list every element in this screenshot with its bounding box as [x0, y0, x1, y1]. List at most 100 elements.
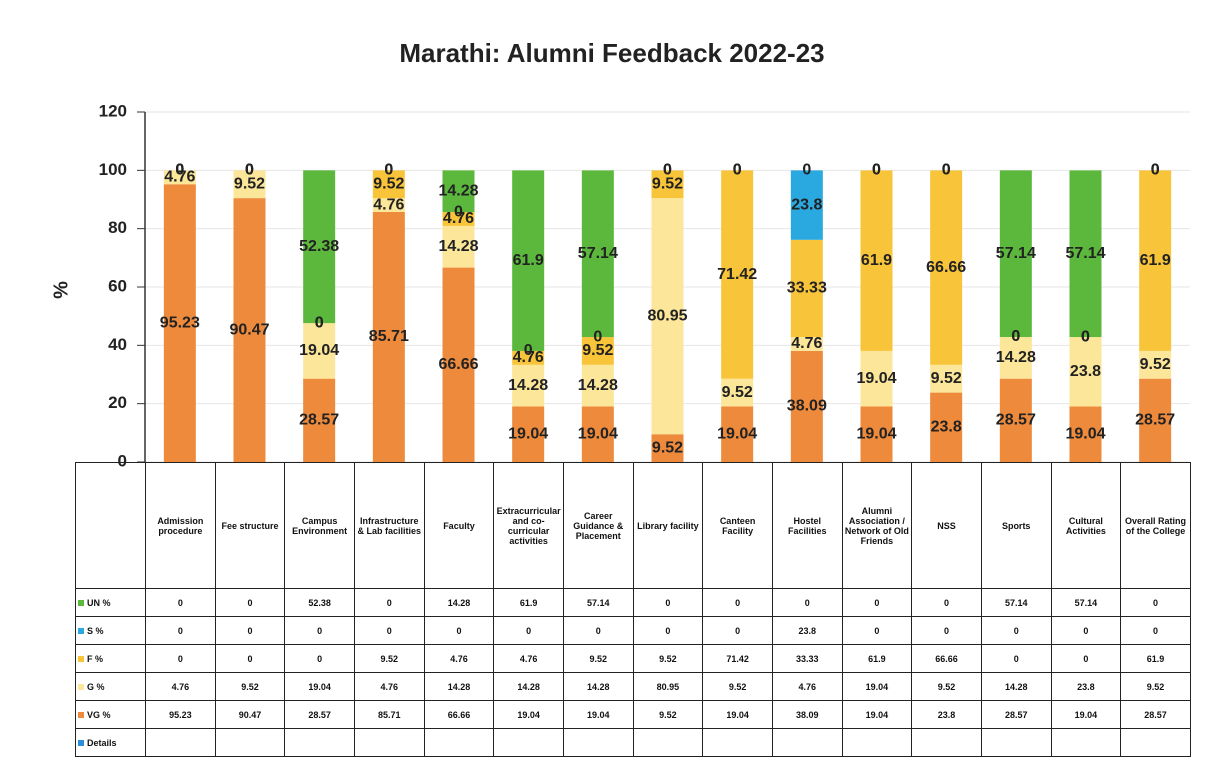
- table-cell: 4.76: [771, 672, 843, 701]
- table-cell: 28.57: [284, 700, 355, 729]
- bar-segment: [930, 392, 963, 462]
- table-cell: 9.52: [562, 644, 634, 673]
- table-cell: [284, 728, 355, 757]
- table-series-header: VG %: [75, 700, 146, 729]
- data-label: 33.33: [787, 280, 827, 297]
- legend-label: VG %: [87, 709, 111, 720]
- table-cell: 0: [284, 644, 355, 673]
- data-label: 0: [733, 162, 742, 179]
- data-label: 19.04: [856, 370, 896, 387]
- bar-segment: [581, 364, 614, 407]
- table-cell: 61.9: [1120, 644, 1191, 673]
- y-tick-label: 40: [108, 335, 127, 354]
- table-cell: 80.95: [632, 672, 704, 701]
- data-label: 28.57: [996, 412, 1036, 429]
- data-label: 0: [1011, 328, 1020, 345]
- data-label: 14.28: [578, 377, 618, 394]
- table-cell: [911, 728, 982, 757]
- table-cell: 19.04: [841, 672, 913, 701]
- data-label: 0: [1081, 328, 1090, 345]
- table-cell: 0: [145, 588, 216, 617]
- data-label: 14.28: [508, 377, 548, 394]
- legend-swatch: [78, 683, 84, 690]
- legend-swatch: [78, 599, 84, 606]
- table-cell: 0: [702, 616, 773, 645]
- table-cell: [980, 728, 1052, 757]
- data-label: 0: [942, 162, 951, 179]
- bar-segment: [651, 198, 684, 435]
- table-cell: 0: [353, 616, 425, 645]
- data-label: 0: [1151, 162, 1160, 179]
- table-cell: 0: [284, 616, 355, 645]
- table-category: Library facility: [632, 462, 704, 589]
- data-label: 4.76: [791, 335, 822, 352]
- table-cell: 57.14: [1050, 588, 1122, 617]
- data-label: 23.8: [1070, 363, 1101, 380]
- data-label: 9.52: [373, 175, 404, 192]
- data-label: 4.76: [373, 196, 404, 213]
- legend-swatch: [78, 627, 84, 634]
- table-category: Alumni Association / Network of Old Frie…: [841, 462, 913, 589]
- data-label: 19.04: [299, 342, 339, 359]
- y-tick-label: 120: [99, 101, 127, 120]
- data-label: 0: [245, 162, 254, 179]
- table-cell: 23.8: [911, 700, 982, 729]
- bar-segment: [163, 170, 196, 185]
- data-label: 4.76: [164, 169, 195, 186]
- bar-segment: [860, 350, 893, 407]
- data-label: 0: [663, 162, 672, 179]
- table-row: UN % 0 0 52.38 0 14.28 61.9 57.14 0 0 0 0 0 57.14 57.1…: [75, 588, 1191, 617]
- table-cell: 0: [1050, 616, 1122, 645]
- bar-segment: [303, 323, 336, 379]
- table-cell: 19.04: [1050, 700, 1122, 729]
- table-cell: 66.66: [911, 644, 982, 673]
- table-cell: 9.52: [911, 672, 982, 701]
- table-category: Fee structure: [214, 462, 286, 589]
- table-category: Infrastructure & Lab facilities: [353, 462, 425, 589]
- table-row: VG % 95.23 90.47 28.57 85.71 66.66 19.04 19.04 9…: [75, 700, 1191, 729]
- table-cell: 0: [145, 644, 216, 673]
- data-label: 14.28: [438, 238, 478, 255]
- bar-segment: [790, 170, 823, 240]
- table-cell: 9.52: [632, 644, 704, 673]
- data-label: 0: [663, 162, 672, 179]
- data-label: 19.04: [717, 425, 757, 442]
- data-label: 52.38: [299, 238, 339, 255]
- data-label: 57.14: [578, 245, 618, 262]
- bar-segment: [1139, 170, 1172, 351]
- data-label: 0: [524, 342, 533, 359]
- table-cell: 57.14: [562, 588, 634, 617]
- table-row: G % 4.76 9.52 19.04 4.76 14.28 14.28 14.28 80.95…: [75, 672, 1191, 701]
- table-category: Canteen Facility: [702, 462, 773, 589]
- bar-segment: [930, 364, 963, 393]
- bar-segment: [233, 198, 266, 463]
- bar-segment: [721, 406, 754, 462]
- bar-segment: [999, 378, 1032, 462]
- table-cell: 33.33: [771, 644, 843, 673]
- table-cell: [562, 728, 634, 757]
- data-label: 80.95: [647, 307, 687, 324]
- data-label: 28.57: [1135, 412, 1175, 429]
- y-tick-label: 20: [108, 393, 127, 412]
- bar-segment: [1139, 350, 1172, 379]
- table-series-header: S %: [75, 616, 146, 645]
- table-cell: 28.57: [980, 700, 1052, 729]
- table-cell: 0: [562, 616, 634, 645]
- table-row: F % 0 0 0 9.52 4.76 4.76 9.52 9.52 71.42 33.33 61.9…: [75, 644, 1191, 673]
- table-category: NSS: [911, 462, 982, 589]
- bar-segment: [581, 337, 614, 365]
- data-label: 57.14: [996, 245, 1036, 262]
- data-label: 0: [245, 162, 254, 179]
- data-label: 9.52: [652, 439, 683, 456]
- table-cell: 0: [980, 644, 1052, 673]
- bar-segment: [999, 170, 1032, 338]
- bar-segment: [721, 378, 754, 407]
- table-corner: [75, 462, 146, 589]
- data-label: 9.52: [722, 384, 753, 401]
- table-cell: 0: [214, 644, 286, 673]
- table-series-header: F %: [75, 644, 146, 673]
- bar-segment: [790, 350, 823, 462]
- data-label: 0: [175, 162, 184, 179]
